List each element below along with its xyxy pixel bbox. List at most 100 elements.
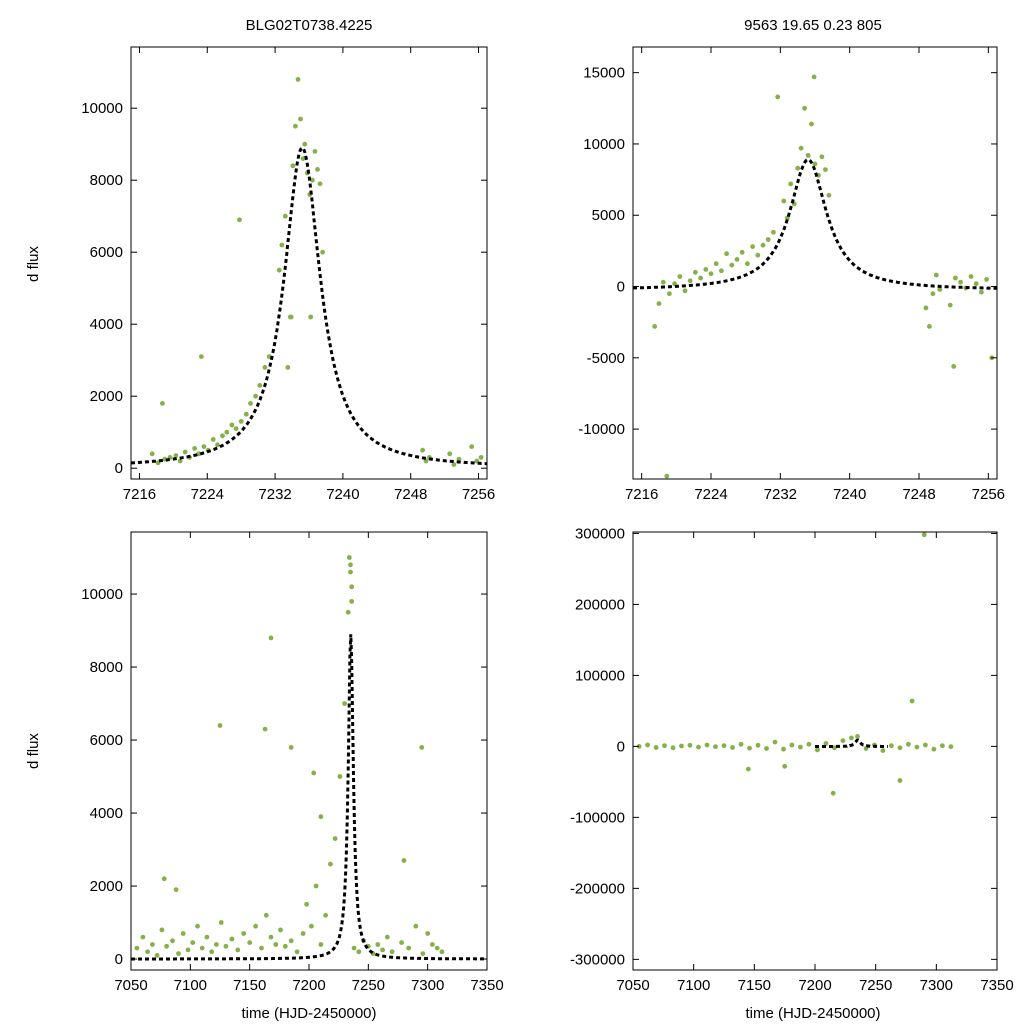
y-tick-label: 0 [617,738,625,755]
data-point [300,156,306,162]
data-point [180,931,186,936]
x-tick-label: 7300 [411,977,444,994]
data-point [173,453,179,458]
data-point [771,229,776,235]
data-point [755,252,761,258]
data-point [253,393,258,399]
data-point [703,267,709,272]
data-point [662,743,667,749]
x-tick-label: 7224 [191,486,224,503]
data-point [199,354,204,359]
data-point [348,562,353,568]
x-tick-label: 7200 [292,977,325,994]
data-point [195,923,200,929]
data-point [823,167,828,173]
data-point [332,836,338,841]
y-tick-label: -300000 [570,951,625,968]
data-point [263,912,269,918]
data-point [210,437,216,442]
data-point [927,324,932,329]
data-point [933,272,939,278]
y-tick-label: 0 [617,279,625,296]
data-point [268,635,274,641]
data-point [229,422,235,428]
data-point [721,743,727,749]
y-tick-label: 15000 [583,65,625,82]
data-point [447,451,453,457]
data-point [677,274,683,279]
bottom-right-xlabel: time (HJD-2450000) [745,1005,880,1022]
data-point [243,411,249,417]
data-point [304,901,309,907]
data-point [170,938,175,944]
data-points [134,555,445,958]
panels: 7216 7224 7232 7240 7248 7256 0 2000 4000 6000 800… [81,46,1014,994]
data-point [384,934,390,940]
x-tick-label: 7216 [123,486,156,503]
y-tick-label: 4000 [90,316,123,333]
data-point [190,940,196,945]
data-point [815,747,820,753]
data-point [973,281,979,287]
data-point [182,449,188,455]
data-point [217,723,223,728]
data-point [302,141,308,147]
data-point [806,741,812,747]
y-tick-label: 0 [115,951,123,968]
data-point [223,943,229,949]
data-point [293,123,298,129]
data-point [134,945,140,951]
data-point [947,302,953,308]
data-point [159,927,165,933]
data-point [288,314,294,320]
data-point [337,774,343,779]
data-point [968,274,974,279]
data-point [897,778,903,783]
data-point [670,745,676,751]
data-point [342,701,347,706]
x-tick-label: 7100 [677,977,710,994]
data-point [279,242,285,248]
data-point [951,364,957,369]
data-point [285,365,291,370]
data-point [220,433,225,439]
data-point [802,105,807,111]
data-point [931,746,937,752]
data-point [653,745,659,750]
data-point [348,569,353,575]
data-point [346,555,352,560]
data-point [309,923,314,929]
data-point [729,262,735,268]
data-point [805,153,811,158]
data-point [823,741,829,746]
data-point [406,945,412,951]
data-point [788,181,794,187]
top-right-title: 9563 19.65 0.23 805 [744,17,882,34]
data-point [693,269,698,275]
data-point [704,742,710,748]
data-point [294,949,300,955]
data-point [660,279,666,285]
data-point [177,458,183,464]
data-point [401,858,407,863]
model-curve [131,634,487,961]
data-point [439,949,445,955]
data-point [739,249,745,255]
data-point [819,154,825,160]
data-point [257,383,263,388]
data-point [214,942,219,947]
data-point [645,742,650,748]
data-point [478,455,484,460]
data-point [248,401,253,406]
x-tick-label: 7248 [902,486,935,503]
data-point [308,314,314,320]
data-point [298,116,303,122]
data-point [295,77,301,82]
data-point [201,444,207,449]
data-point [826,192,832,198]
data-point [789,742,795,748]
data-point [209,949,215,955]
data-point [154,953,160,958]
data-point [889,743,894,749]
data-point [724,251,729,257]
